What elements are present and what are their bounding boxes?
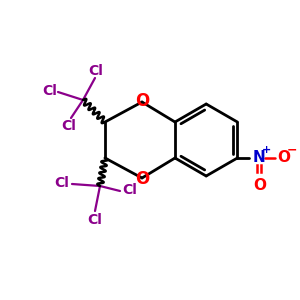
Text: Cl: Cl [61,119,76,133]
Text: −: − [287,143,298,157]
Text: O: O [277,149,290,164]
Text: Cl: Cl [43,84,57,98]
Text: Cl: Cl [88,213,102,227]
Text: Cl: Cl [88,64,104,78]
Text: O: O [253,178,266,193]
Text: N: N [253,149,266,164]
Text: Cl: Cl [123,183,137,197]
Text: Cl: Cl [55,176,69,190]
Text: +: + [262,145,271,155]
Text: O: O [135,170,149,188]
Text: O: O [135,92,149,110]
